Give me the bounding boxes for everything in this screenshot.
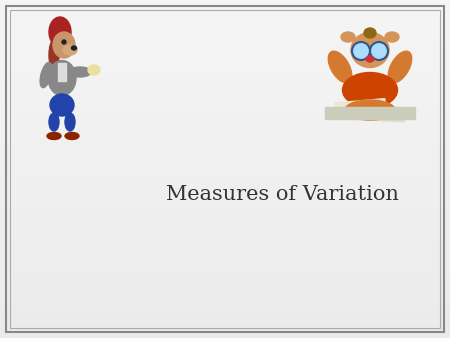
Ellipse shape bbox=[351, 32, 389, 68]
Ellipse shape bbox=[49, 17, 71, 47]
Ellipse shape bbox=[49, 113, 59, 131]
Ellipse shape bbox=[342, 72, 397, 107]
Ellipse shape bbox=[65, 113, 75, 131]
Ellipse shape bbox=[49, 40, 59, 70]
Text: Measures of Variation: Measures of Variation bbox=[166, 185, 400, 204]
Ellipse shape bbox=[62, 40, 66, 44]
Ellipse shape bbox=[345, 100, 395, 120]
Ellipse shape bbox=[366, 56, 374, 62]
Ellipse shape bbox=[53, 32, 75, 58]
Circle shape bbox=[370, 42, 388, 60]
Ellipse shape bbox=[388, 51, 412, 83]
Ellipse shape bbox=[63, 45, 77, 55]
Ellipse shape bbox=[50, 94, 74, 116]
Bar bbox=[349, 105, 405, 122]
Circle shape bbox=[352, 42, 370, 60]
Ellipse shape bbox=[88, 65, 100, 75]
Bar bbox=[335, 99, 386, 119]
Ellipse shape bbox=[65, 132, 79, 140]
Ellipse shape bbox=[47, 132, 61, 140]
Ellipse shape bbox=[328, 51, 352, 83]
Ellipse shape bbox=[341, 32, 355, 42]
Ellipse shape bbox=[385, 32, 399, 42]
Ellipse shape bbox=[364, 28, 376, 38]
Ellipse shape bbox=[69, 67, 91, 77]
Ellipse shape bbox=[48, 61, 76, 96]
Ellipse shape bbox=[40, 63, 52, 88]
Ellipse shape bbox=[72, 46, 76, 50]
Bar bbox=[58, 63, 66, 81]
Bar bbox=[325, 107, 415, 119]
